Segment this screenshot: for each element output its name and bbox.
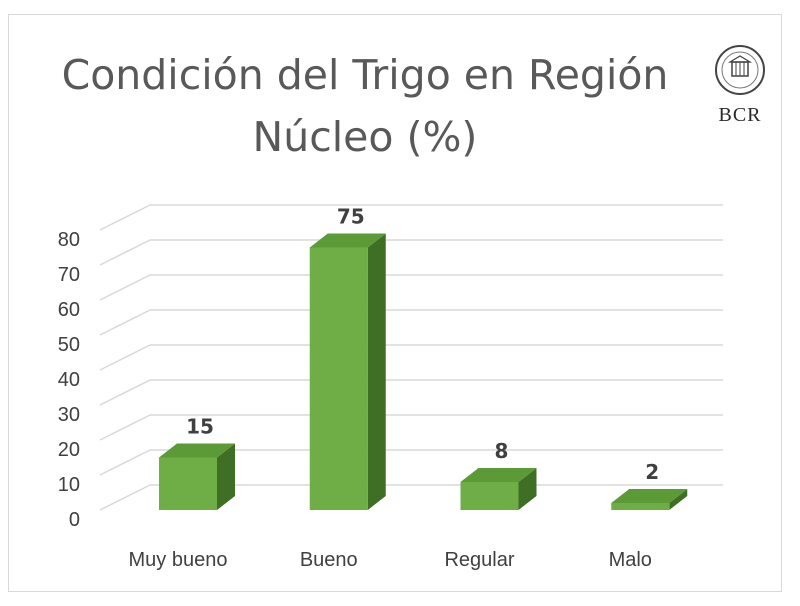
bar-top <box>611 489 688 503</box>
bcr-seal-icon <box>715 45 765 95</box>
bar-top <box>309 233 386 248</box>
x-tick-label: Muy bueno <box>129 549 228 571</box>
gridline-depth <box>99 239 151 266</box>
bar-top <box>460 468 537 482</box>
x-tick-label: Regular <box>444 549 514 571</box>
bar-side <box>217 443 235 510</box>
data-label: 75 <box>337 205 365 229</box>
gridline-depth <box>99 414 151 441</box>
y-tick-label: 50 <box>58 334 80 356</box>
bar <box>159 457 217 510</box>
y-tick-label: 70 <box>58 264 80 286</box>
gridline-depth <box>99 344 151 371</box>
gridline-depth <box>99 379 151 406</box>
data-label: 15 <box>186 415 214 439</box>
bar <box>460 482 519 510</box>
bar <box>611 503 670 510</box>
data-label: 2 <box>645 460 659 484</box>
y-tick-label: 10 <box>58 474 80 496</box>
y-tick-label: 40 <box>58 369 80 391</box>
x-tick-label: Bueno <box>300 549 358 571</box>
gridline-depth <box>99 204 151 231</box>
bcr-logo-text: BCR <box>718 104 762 126</box>
gridline-depth <box>99 274 151 301</box>
gridline-depth <box>99 449 151 476</box>
y-tick-label: 20 <box>58 439 80 461</box>
bar-side <box>669 489 688 510</box>
bar-top <box>159 443 235 458</box>
y-tick-label: 60 <box>58 299 80 321</box>
bar-side <box>367 233 386 510</box>
chart-title: Condición del Trigo en Región Núcleo (%) <box>61 51 669 161</box>
gridline-depth <box>99 309 151 336</box>
y-tick-label: 30 <box>58 404 80 426</box>
bcr-logo: BCR <box>700 40 780 136</box>
y-tick-label: 0 <box>69 509 80 531</box>
x-tick-label: Malo <box>609 549 652 571</box>
gridline-depth <box>99 484 151 511</box>
data-label: 8 <box>495 439 509 463</box>
bar <box>309 247 368 510</box>
y-tick-label: 80 <box>58 229 80 251</box>
